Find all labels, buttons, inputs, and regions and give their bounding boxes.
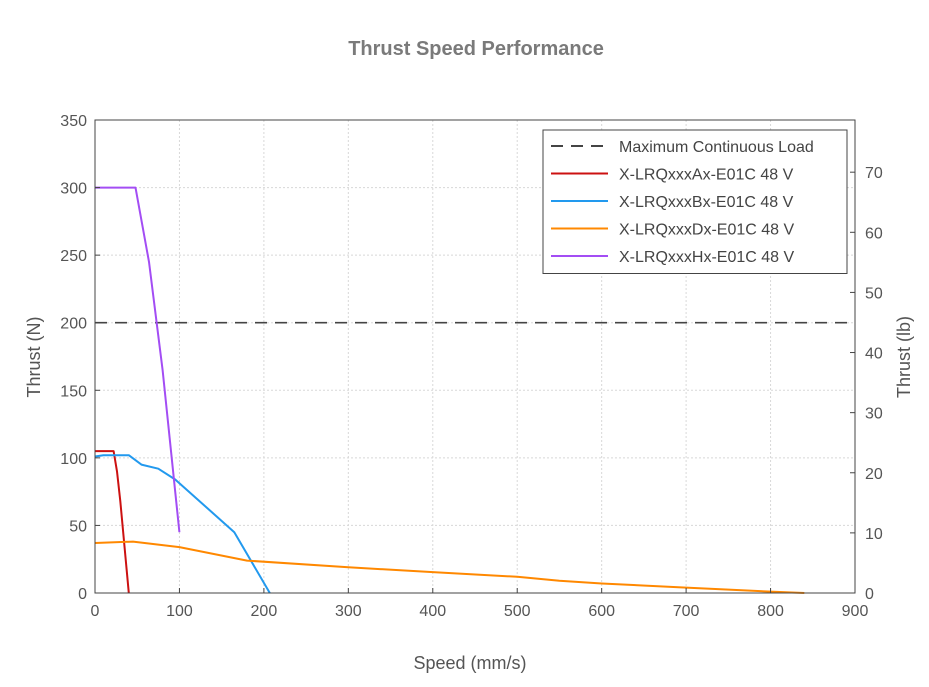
y2-tick-label: 70	[865, 165, 883, 182]
legend-label: X-LRQxxxAx-E01C 48 V	[619, 167, 794, 184]
y-tick-label: 300	[60, 181, 87, 198]
series-line-1	[95, 450, 130, 594]
series-line-2	[94, 454, 271, 594]
y-tick-label: 250	[60, 248, 87, 265]
y2-tick-label: 20	[865, 466, 883, 483]
x-tick-label: 800	[757, 603, 784, 620]
x-tick-label: 700	[673, 603, 700, 620]
series-line-3	[94, 540, 805, 594]
legend-label: X-LRQxxxDx-E01C 48 V	[619, 222, 794, 239]
y2-tick-label: 0	[865, 586, 874, 603]
x-tick-label: 600	[588, 603, 615, 620]
y-tick-label: 50	[69, 518, 87, 535]
x-tick-label: 200	[251, 603, 278, 620]
y-axis-label: Thrust (N)	[24, 317, 44, 398]
chart-title: Thrust Speed Performance	[348, 38, 604, 60]
y2-tick-label: 40	[865, 346, 883, 363]
y-tick-label: 100	[60, 451, 87, 468]
y2-axis-label: Thrust (lb)	[894, 316, 914, 398]
legend-label: X-LRQxxxHx-E01C 48 V	[619, 249, 794, 266]
x-tick-label: 100	[166, 603, 193, 620]
plot-frame	[94, 119, 856, 594]
grid-layer	[95, 120, 855, 593]
x-tick-label: 500	[504, 603, 531, 620]
axes-layer: 0 100 200 300 400 500 600 700 800 900050100150200…	[60, 113, 883, 620]
x-tick-label: 400	[419, 603, 446, 620]
series-line-4	[95, 186, 181, 533]
x-tick-label: 0	[91, 603, 100, 620]
legend: Maximum Continuous Load X-LRQxxxAx-E01C 4…	[542, 129, 848, 274]
y2-tick-label: 10	[865, 526, 883, 543]
y-tick-label: 0	[78, 586, 87, 603]
y-tick-label: 350	[60, 113, 87, 130]
legend-label: X-LRQxxxBx-E01C 48 V	[619, 194, 794, 211]
legend-label: Maximum Continuous Load	[619, 139, 814, 156]
y2-tick-label: 30	[865, 406, 883, 423]
x-axis-label: Speed (mm/s)	[413, 653, 526, 673]
x-tick-label: 900	[842, 603, 869, 620]
x-tick-label: 300	[335, 603, 362, 620]
y2-tick-label: 50	[865, 285, 883, 302]
y-tick-label: 150	[60, 383, 87, 400]
series-layer	[94, 186, 805, 594]
y2-tick-label: 60	[865, 225, 883, 242]
y-tick-label: 200	[60, 316, 87, 333]
